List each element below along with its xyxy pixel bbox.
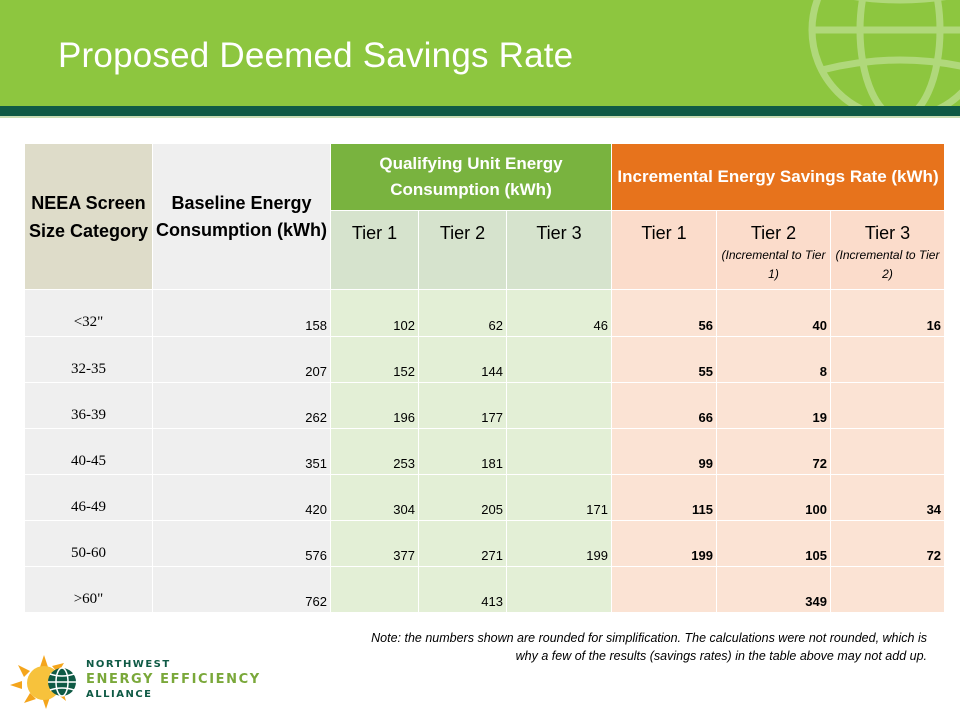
table-row: <32" 158 102 62 46 56 40 16 <box>24 289 946 337</box>
row-qual-tier-3: 171 <box>506 474 612 521</box>
incr-tier-3-note: (Incremental to Tier 2) <box>835 248 940 281</box>
incr-tier-2-header: Tier 2 (Incremental to Tier 1) <box>716 210 831 290</box>
row-incr-tier-1: 99 <box>611 428 717 475</box>
savings-table: NEEA Screen Size Category Baseline Energ… <box>24 143 946 613</box>
header-qualifying: Qualifying Unit Energy Consumption (kWh) <box>330 143 612 211</box>
row-incr-tier-1: 115 <box>611 474 717 521</box>
incr-tier-2-note: (Incremental to Tier 1) <box>721 248 826 281</box>
logo-line-alliance: ALLIANCE <box>86 689 153 700</box>
row-incr-tier-1 <box>611 566 717 613</box>
row-incr-tier-3 <box>829 382 946 429</box>
row-qual-tier-2: 144 <box>418 336 507 383</box>
row-incr-tier-1: 199 <box>611 520 717 567</box>
row-category: 46-49 <box>24 474 153 521</box>
row-incr-tier-2: 40 <box>716 289 831 337</box>
row-qual-tier-2: 177 <box>418 382 507 429</box>
row-qual-tier-2: 181 <box>418 428 507 475</box>
row-incr-tier-3 <box>829 336 946 383</box>
row-qual-tier-3 <box>506 336 612 383</box>
row-incr-tier-2: 349 <box>716 566 831 613</box>
row-qual-tier-1: 196 <box>330 382 419 429</box>
row-baseline: 207 <box>152 336 331 383</box>
row-qual-tier-3 <box>506 428 612 475</box>
row-incr-tier-3: 72 <box>829 520 946 567</box>
row-baseline: 351 <box>152 428 331 475</box>
table-row: 40-45 351 253 181 99 72 <box>24 428 946 475</box>
row-category: >60" <box>24 566 153 613</box>
slide-header: Proposed Deemed Savings Rate <box>0 0 960 106</box>
header-divider-light <box>0 116 960 118</box>
row-category: <32" <box>24 289 153 337</box>
row-incr-tier-1: 55 <box>611 336 717 383</box>
table-row: >60" 762 413 349 <box>24 566 946 613</box>
row-category: 36-39 <box>24 382 153 429</box>
row-qual-tier-1: 152 <box>330 336 419 383</box>
globe-icon <box>48 667 76 697</box>
header-incremental: Incremental Energy Savings Rate (kWh) <box>610 143 946 211</box>
row-qual-tier-3: 46 <box>506 289 612 337</box>
qual-tier-3-header: Tier 3 <box>506 210 612 290</box>
header-category: NEEA Screen Size Category <box>24 143 153 290</box>
row-qual-tier-2: 62 <box>418 289 507 337</box>
logo-line-northwest: NORTHWEST <box>86 659 171 670</box>
table-row: 46-49 420 304 205 171 115 100 34 <box>24 474 946 521</box>
row-qual-tier-2: 205 <box>418 474 507 521</box>
row-incr-tier-3 <box>829 428 946 475</box>
row-qual-tier-2: 413 <box>418 566 507 613</box>
row-baseline: 762 <box>152 566 331 613</box>
neea-logo <box>10 655 76 709</box>
logo-line-energy-efficiency: ENERGY EFFICIENCY <box>86 672 261 687</box>
row-baseline: 262 <box>152 382 331 429</box>
row-incr-tier-1: 56 <box>611 289 717 337</box>
incr-tier-1-header: Tier 1 <box>611 210 717 290</box>
slide-title: Proposed Deemed Savings Rate <box>58 36 574 75</box>
row-incr-tier-2: 19 <box>716 382 831 429</box>
row-qual-tier-1: 304 <box>330 474 419 521</box>
row-incr-tier-1: 66 <box>611 382 717 429</box>
table-row: 32-35 207 152 144 55 8 <box>24 336 946 383</box>
incr-tier-3-header: Tier 3 (Incremental to Tier 2) <box>829 210 946 290</box>
row-qual-tier-2: 271 <box>418 520 507 567</box>
row-incr-tier-3: 34 <box>829 474 946 521</box>
row-qual-tier-1 <box>330 566 419 613</box>
table-row: 36-39 262 196 177 66 19 <box>24 382 946 429</box>
table-row: 50-60 576 377 271 199 199 105 72 <box>24 520 946 567</box>
header-divider <box>0 106 960 116</box>
qual-tier-1-header: Tier 1 <box>330 210 419 290</box>
row-qual-tier-1: 377 <box>330 520 419 567</box>
row-category: 50-60 <box>24 520 153 567</box>
row-qual-tier-3 <box>506 566 612 613</box>
rounding-note: Note: the numbers shown are rounded for … <box>371 631 927 663</box>
qual-tier-2-header: Tier 2 <box>418 210 507 290</box>
row-incr-tier-3: 16 <box>829 289 946 337</box>
row-baseline: 158 <box>152 289 331 337</box>
row-qual-tier-1: 253 <box>330 428 419 475</box>
row-category: 40-45 <box>24 428 153 475</box>
row-qual-tier-3: 199 <box>506 520 612 567</box>
row-incr-tier-2: 105 <box>716 520 831 567</box>
row-incr-tier-3 <box>829 566 946 613</box>
row-category: 32-35 <box>24 336 153 383</box>
row-qual-tier-1: 102 <box>330 289 419 337</box>
row-baseline: 420 <box>152 474 331 521</box>
row-incr-tier-2: 8 <box>716 336 831 383</box>
logo-wordmark: NORTHWEST ENERGY EFFICIENCY ALLIANCE <box>86 658 261 701</box>
row-incr-tier-2: 100 <box>716 474 831 521</box>
globe-watermark-icon <box>808 0 960 106</box>
row-qual-tier-3 <box>506 382 612 429</box>
row-baseline: 576 <box>152 520 331 567</box>
row-incr-tier-2: 72 <box>716 428 831 475</box>
header-baseline: Baseline Energy Consumption (kWh) <box>152 143 331 290</box>
